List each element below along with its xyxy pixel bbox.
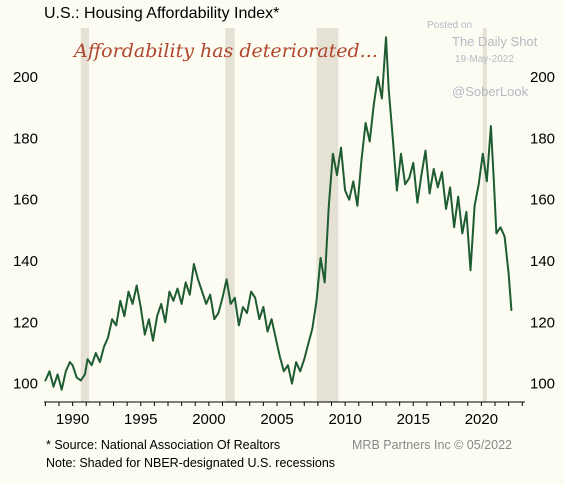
source-footnote: * Source: National Association Of Realto… (46, 438, 281, 452)
watermark-date: 19-May-2022 (455, 54, 514, 65)
watermark-site: The Daily Shot (452, 34, 538, 49)
y-tick-label-left: 120 (13, 314, 38, 331)
y-tick-label-right: 140 (530, 253, 555, 270)
x-tick-label: 2020 (465, 411, 498, 428)
x-tick-label: 2010 (328, 411, 361, 428)
recession-band-3 (482, 28, 487, 402)
y-tick-label-left: 160 (13, 192, 38, 209)
x-tick-label: 2000 (192, 411, 225, 428)
y-tick-label-left: 180 (13, 130, 38, 147)
y-tick-label-right: 160 (530, 192, 555, 209)
y-tick-label-left: 100 (13, 376, 38, 393)
y-tick-label-right: 100 (530, 376, 555, 393)
credit-label: MRB Partners Inc © 05/2022 (352, 438, 512, 452)
recession-band-0 (80, 28, 89, 402)
y-tick-label-left: 140 (13, 253, 38, 270)
recession-bands (80, 28, 487, 402)
recession-note: Note: Shaded for NBER-designated U.S. re… (46, 456, 336, 470)
y-tick-label-right: 200 (530, 69, 555, 86)
x-tick-label: 2015 (397, 411, 430, 428)
y-tick-labels-left: 100 120 140 160 180 200 (13, 69, 38, 393)
y-tick-labels-right: 100 120 140 160 180 200 (530, 69, 555, 393)
series-line-0 (44, 36, 513, 391)
watermark-posted-on: Posted on (427, 20, 473, 31)
watermark-handle: @SoberLook (452, 84, 529, 99)
chart-title: U.S.: Housing Affordability Index* (44, 5, 280, 22)
x-tick-label: 1990 (56, 411, 89, 428)
y-tick-label-left: 200 (13, 69, 38, 86)
chart-annotation: Affordability has deteriorated... (74, 40, 378, 62)
x-tick-label: 1995 (124, 411, 157, 428)
y-tick-label-right: 120 (530, 314, 555, 331)
series-line-layer (44, 36, 513, 391)
x-tick-label: 2005 (260, 411, 293, 428)
x-axis: 1990 1995 2000 2005 2010 2015 2020 (44, 401, 525, 428)
y-tick-label-right: 180 (530, 130, 555, 147)
recession-band-1 (225, 28, 235, 402)
